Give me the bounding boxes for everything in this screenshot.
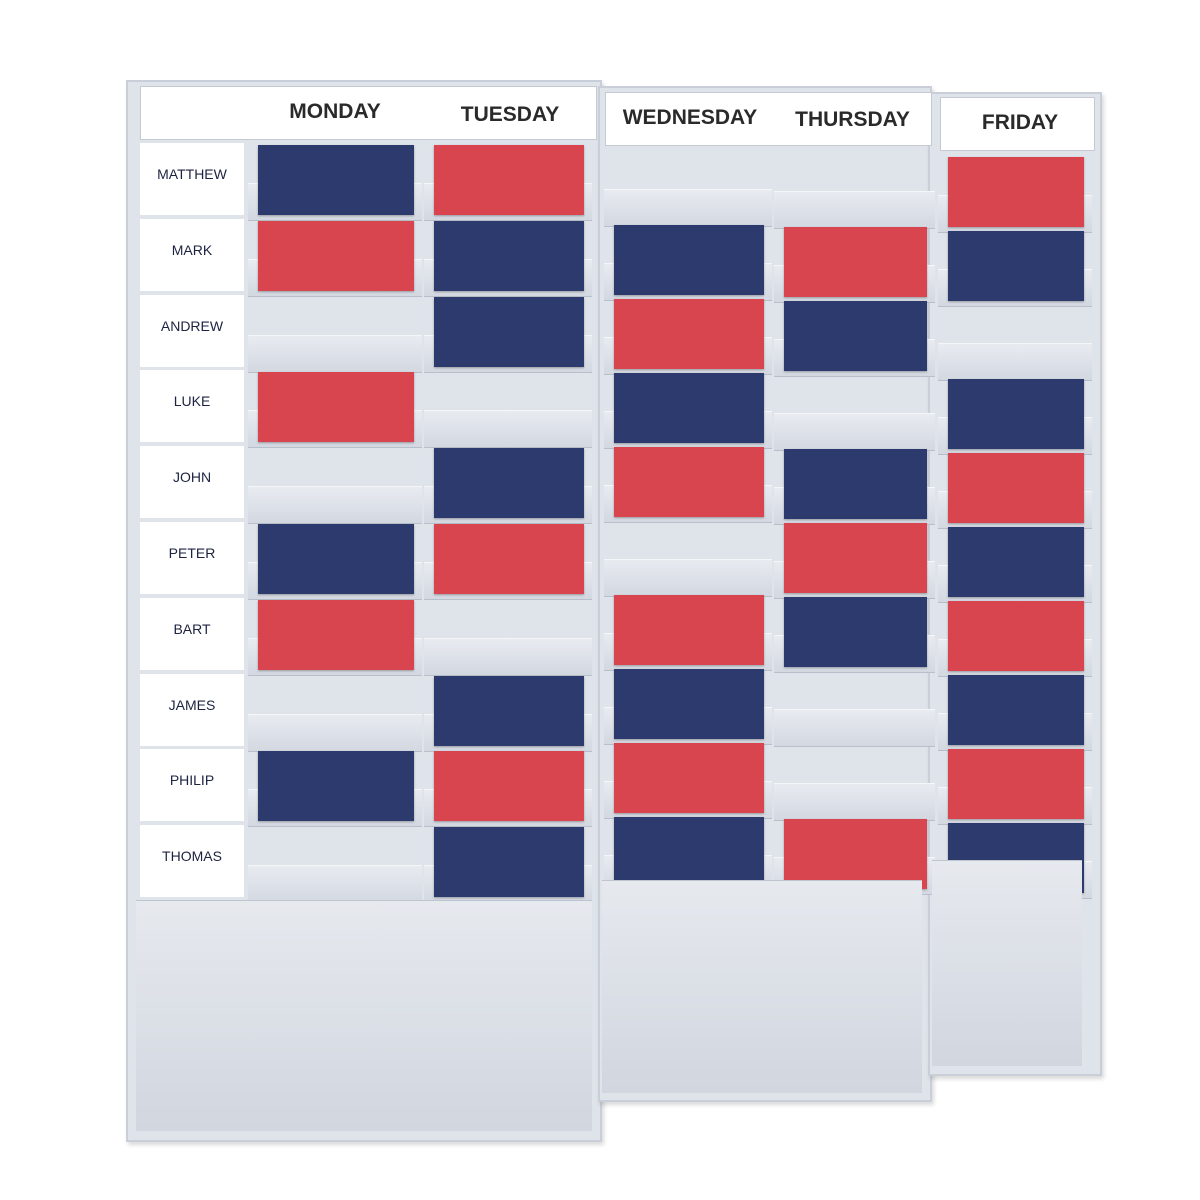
red-card[interactable] (784, 523, 927, 593)
day-label-monday: MONDAY (289, 100, 381, 123)
red-card[interactable] (784, 227, 927, 297)
red-card[interactable] (434, 524, 584, 594)
red-card[interactable] (258, 599, 414, 670)
blue-card[interactable] (614, 817, 764, 887)
blue-card[interactable] (784, 597, 927, 667)
name-label-matthew: MATTHEW (140, 143, 244, 215)
pocket-matthew-wednesday (604, 189, 772, 227)
blue-card[interactable] (434, 675, 584, 746)
blue-card[interactable] (434, 220, 584, 291)
pocket-thomas-monday (248, 865, 422, 904)
pocket-luke-thursday (774, 413, 935, 451)
blue-card[interactable] (784, 449, 927, 519)
pocket-philip-thursday (774, 783, 935, 821)
blue-card[interactable] (948, 231, 1084, 301)
pocket-matthew-thursday (774, 191, 935, 229)
pocket-bart-tuesday (424, 637, 592, 676)
blue-card[interactable] (434, 448, 584, 519)
day-label-friday: FRIDAY (981, 111, 1059, 134)
pocket-luke-tuesday (424, 410, 592, 449)
blue-card[interactable] (258, 524, 414, 594)
header-mon-tue (140, 86, 597, 140)
red-card[interactable] (948, 157, 1084, 227)
blue-card[interactable] (258, 751, 414, 822)
blue-card[interactable] (434, 827, 584, 898)
blue-card[interactable] (784, 301, 927, 371)
red-card[interactable] (784, 819, 927, 889)
name-label-john: JOHN (140, 446, 244, 519)
red-card[interactable] (258, 220, 414, 291)
red-card[interactable] (948, 453, 1084, 523)
bottom-pocket-mon-tue (136, 900, 592, 1131)
pocket-james-thursday (774, 709, 935, 747)
pocket-andrew-monday (248, 334, 422, 373)
red-card[interactable] (614, 447, 764, 517)
blue-card[interactable] (434, 296, 584, 367)
name-label-bart: BART (140, 597, 244, 670)
blue-card[interactable] (948, 527, 1084, 597)
header-fri (940, 97, 1095, 151)
red-card[interactable] (948, 601, 1084, 671)
day-label-thursday: THURSDAY (795, 108, 910, 131)
blue-card[interactable] (258, 145, 414, 215)
name-label-philip: PHILIP (140, 749, 244, 822)
name-label-luke: LUKE (140, 370, 244, 443)
pocket-james-monday (248, 713, 422, 752)
red-card[interactable] (258, 372, 414, 443)
red-card[interactable] (434, 751, 584, 822)
pocket-peter-wednesday (604, 559, 772, 597)
blue-card[interactable] (614, 669, 764, 739)
red-card[interactable] (614, 595, 764, 665)
name-label-andrew: ANDREW (140, 294, 244, 367)
red-card[interactable] (614, 743, 764, 813)
blue-card[interactable] (948, 675, 1084, 745)
blue-card[interactable] (614, 373, 764, 443)
bottom-pocket-fri (932, 860, 1082, 1066)
blue-card[interactable] (614, 225, 764, 295)
blue-card[interactable] (948, 379, 1084, 449)
red-card[interactable] (614, 299, 764, 369)
bottom-pocket-wed-thu (602, 880, 922, 1093)
red-card[interactable] (434, 145, 584, 215)
header-wed-thu (605, 92, 932, 146)
name-label-thomas: THOMAS (140, 825, 244, 898)
red-card[interactable] (948, 749, 1084, 819)
pocket-john-monday (248, 486, 422, 525)
name-label-james: JAMES (140, 673, 244, 746)
name-label-peter: PETER (140, 522, 244, 594)
day-label-tuesday: TUESDAY (460, 103, 560, 126)
name-label-mark: MARK (140, 218, 244, 291)
pocket-andrew-friday (938, 343, 1092, 381)
day-label-wednesday: WEDNESDAY (622, 106, 758, 129)
